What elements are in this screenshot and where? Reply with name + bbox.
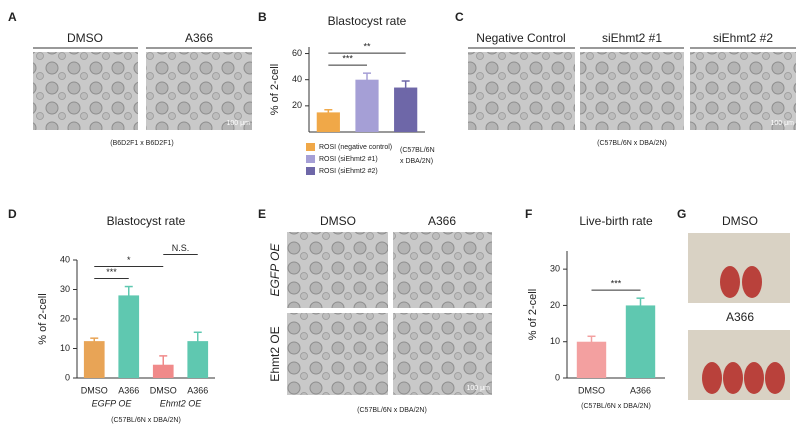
row-label: Ehmt2 OE xyxy=(268,326,282,381)
cross-label: (C57BL/6N x DBA/2N) xyxy=(357,407,427,414)
micrograph xyxy=(287,313,388,395)
bar xyxy=(316,112,340,132)
chart-title: Live-birth rate xyxy=(579,214,653,228)
column-label: A366 xyxy=(428,214,456,228)
cross-label: (B6D2F1 x B6D2F1) xyxy=(110,140,173,147)
y-tick-label: 30 xyxy=(550,264,560,274)
cross-label: x DBA/2N) xyxy=(400,158,433,165)
y-tick-label: 30 xyxy=(60,284,70,294)
legend-swatch xyxy=(306,155,315,163)
scale-bar-label: 100 μm xyxy=(467,385,491,392)
panel-label: A xyxy=(8,10,17,24)
group-label: Ehmt2 OE xyxy=(160,398,203,408)
column-label: DMSO xyxy=(67,31,103,45)
legend-swatch xyxy=(306,143,315,151)
pup xyxy=(765,362,785,394)
micrograph xyxy=(393,313,492,395)
bar xyxy=(118,295,140,378)
column-label: DMSO xyxy=(320,214,356,228)
y-tick-label: 20 xyxy=(292,100,302,110)
significance-label: *** xyxy=(611,279,622,289)
legend-label: ROSI (siEhmt2 #2) xyxy=(319,168,378,175)
x-tick-label: DMSO xyxy=(81,385,108,395)
pup xyxy=(702,362,722,394)
scale-bar-label: 100 μm xyxy=(227,120,251,127)
cross-label: (C57BL/6N x DBA/2N) xyxy=(597,140,667,147)
pup xyxy=(744,362,764,394)
bar xyxy=(576,341,607,378)
significance-label: *** xyxy=(342,54,353,64)
x-tick-label: DMSO xyxy=(150,385,177,395)
y-tick-label: 0 xyxy=(65,372,70,382)
row-label: EGFP OE xyxy=(268,243,282,297)
photo xyxy=(688,233,790,303)
micrograph xyxy=(580,52,684,130)
panel-label: C xyxy=(455,10,464,24)
panel-label: D xyxy=(8,207,17,221)
y-tick-label: 40 xyxy=(60,254,70,264)
bar xyxy=(187,341,209,378)
y-tick-label: 20 xyxy=(60,313,70,323)
pup xyxy=(720,266,740,298)
legend-label: ROSI (siEhmt2 #1) xyxy=(319,156,378,163)
y-tick-label: 40 xyxy=(292,74,302,84)
micrograph xyxy=(393,232,492,308)
micrograph xyxy=(690,52,796,130)
y-tick-label: 60 xyxy=(292,48,302,58)
panel-label: E xyxy=(258,207,266,221)
y-axis-label: % of 2-cell xyxy=(37,293,49,344)
significance-label: *** xyxy=(106,267,117,277)
chart-title: Blastocyst rate xyxy=(328,14,407,28)
y-tick-label: 10 xyxy=(550,336,560,346)
chart-title: Blastocyst rate xyxy=(107,214,186,228)
significance-label: ** xyxy=(363,42,371,52)
group-label: EGFP OE xyxy=(92,398,133,408)
micrograph xyxy=(146,52,252,130)
bar xyxy=(394,87,418,132)
column-label: Negative Control xyxy=(476,31,565,45)
legend-swatch xyxy=(306,167,315,175)
scale-bar-label: 100 μm xyxy=(771,120,795,127)
significance-label: * xyxy=(127,255,131,265)
pup xyxy=(723,362,743,394)
panel-label: F xyxy=(525,207,532,221)
legend-label: ROSI (negative control) xyxy=(319,144,392,151)
bar xyxy=(355,79,379,132)
pup xyxy=(742,266,762,298)
column-label: A366 xyxy=(185,31,213,45)
panel-label: B xyxy=(258,10,267,24)
significance-label: N.S. xyxy=(172,243,190,253)
x-tick-label: A366 xyxy=(187,385,208,395)
cross-label: (C57BL/6N x DBA/2N) xyxy=(581,403,651,410)
column-label: siEhmt2 #2 xyxy=(713,31,773,45)
cross-label: (C57BL/6N xyxy=(400,147,435,154)
y-tick-label: 0 xyxy=(555,372,560,382)
y-axis-label: % of 2-cell xyxy=(269,64,281,115)
bar xyxy=(625,305,656,378)
x-tick-label: A366 xyxy=(118,385,139,395)
panel-label: G xyxy=(677,207,686,221)
row-label: DMSO xyxy=(722,214,758,228)
micrograph xyxy=(33,52,138,130)
column-label: siEhmt2 #1 xyxy=(602,31,662,45)
cross-label: (C57BL/6N x DBA/2N) xyxy=(111,417,181,424)
y-tick-label: 10 xyxy=(60,343,70,353)
x-tick-label: DMSO xyxy=(578,385,605,395)
micrograph xyxy=(287,232,388,308)
micrograph xyxy=(468,52,575,130)
bar xyxy=(83,341,105,378)
y-axis-label: % of 2-cell xyxy=(527,289,539,340)
row-label: A366 xyxy=(726,310,754,324)
x-tick-label: A366 xyxy=(630,385,651,395)
y-tick-label: 20 xyxy=(550,300,560,310)
